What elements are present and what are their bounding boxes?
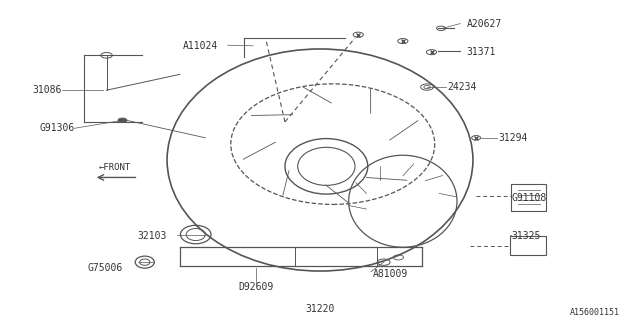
Text: G75006: G75006 (87, 263, 122, 273)
Text: A20627: A20627 (467, 19, 502, 28)
Bar (510, 236, 545, 255)
Text: ←FRONT: ←FRONT (99, 164, 131, 172)
Bar (511, 184, 546, 211)
Text: D92609: D92609 (239, 282, 274, 292)
Text: G91108: G91108 (511, 193, 547, 203)
Text: A11024: A11024 (183, 41, 218, 51)
Text: A81009: A81009 (372, 269, 408, 279)
Text: 31294: 31294 (499, 133, 528, 143)
Text: 24234: 24234 (447, 82, 477, 92)
Text: G91306: G91306 (40, 123, 75, 133)
Circle shape (118, 118, 127, 123)
Text: 31086: 31086 (33, 85, 62, 95)
Text: 31371: 31371 (467, 47, 496, 57)
Text: 31325: 31325 (511, 231, 541, 241)
Text: A156001151: A156001151 (570, 308, 620, 317)
Text: 31220: 31220 (305, 304, 335, 314)
Text: 32103: 32103 (138, 231, 167, 241)
